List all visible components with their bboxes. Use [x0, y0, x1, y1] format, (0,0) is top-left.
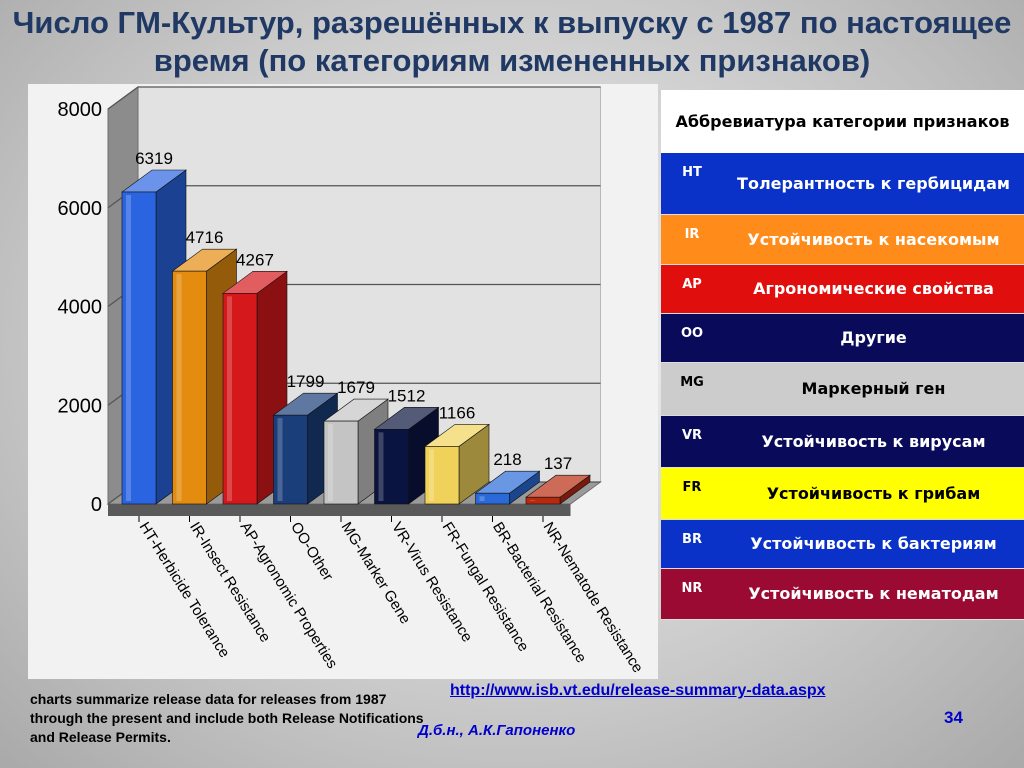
- legend-label: Толерантность к гербицидам: [723, 153, 1024, 215]
- page-number: 34: [944, 708, 963, 727]
- bar: [525, 474, 591, 505]
- legend-abbr: NR: [661, 568, 723, 620]
- legend-row-fr: FR Устойчивость к грибам: [661, 467, 1024, 520]
- bar-value-label: 1799: [287, 372, 325, 391]
- bar-value-label: 6319: [135, 149, 173, 168]
- y-tick-label: 4000: [58, 297, 103, 319]
- legend-row-nr: NR Устойчивость к нематодам: [661, 568, 1024, 620]
- legend-table: Аббревиатура категории признаков HT Толер…: [661, 90, 1024, 620]
- legend-row-oo: OO Другие: [661, 313, 1024, 363]
- legend-abbr: MG: [661, 362, 723, 416]
- legend-row-ht: HT Толерантность к гербицидам: [661, 153, 1024, 215]
- y-tick-label: 6000: [58, 198, 103, 220]
- footer-note: charts summarize release data for releas…: [30, 691, 424, 745]
- legend-abbr: FR: [661, 467, 723, 520]
- bar-highlight: [530, 500, 535, 501]
- source-link[interactable]: http://www.isb.vt.edu/release-summary-da…: [450, 682, 826, 699]
- bar-value-label: 137: [544, 454, 572, 473]
- legend-abbr: IR: [661, 214, 723, 265]
- bar-highlight: [378, 432, 384, 501]
- legend-label: Устойчивость к насекомым: [723, 214, 1024, 265]
- legend-abbr: OO: [661, 313, 723, 363]
- legend-header: Аббревиатура категории признаков: [661, 90, 1024, 153]
- x-tick-label: NR-Nematode Resistance: [540, 519, 647, 676]
- legend-abbr: HT: [661, 153, 723, 215]
- legend-label: Агрономические свойства: [723, 264, 1024, 314]
- bar-value-label: 1512: [388, 386, 426, 405]
- chart-floor-edge: [108, 504, 571, 516]
- x-tick-label: AP-Agronomic Properties: [237, 519, 341, 672]
- bar-highlight: [429, 449, 434, 501]
- legend-label: Другие: [723, 313, 1024, 363]
- chart-panel: 0 2000 4000 6000 8000 HT-Herbicide Tolerance I…: [28, 84, 658, 679]
- legend-row-mg: MG Маркерный ген: [661, 362, 1024, 416]
- bar: [424, 423, 490, 505]
- y-tick-label: 2000: [58, 395, 103, 417]
- bar-value-label: 4267: [236, 250, 274, 269]
- legend-abbr: BR: [661, 519, 723, 569]
- bar-front: [475, 492, 510, 505]
- author-credit: Д.б.н., А.К.Гапоненко: [418, 722, 576, 739]
- legend-row-ir: IR Устойчивость к насекомым: [661, 214, 1024, 265]
- legend-row-ap: AP Агрономические свойства: [661, 264, 1024, 314]
- legend-label: Маркерный ген: [723, 362, 1024, 416]
- legend-row-br: BR Устойчивость к бактериям: [661, 519, 1024, 569]
- x-tick-label: OO-Other: [287, 519, 336, 584]
- legend-abbr: VR: [661, 415, 723, 468]
- legend-label: Устойчивость к грибам: [723, 467, 1024, 520]
- legend-abbr: AP: [661, 264, 723, 314]
- legend-label: Устойчивость к бактериям: [723, 519, 1024, 569]
- slide-title: Число ГМ-Культур, разрешённых к выпуску …: [12, 5, 1012, 78]
- bar-value-label: 1679: [337, 378, 375, 397]
- bar-value-label: 1166: [439, 403, 476, 422]
- legend-label: Устойчивость к нематодам: [723, 568, 1024, 620]
- bar-value-label: 4716: [186, 228, 224, 247]
- x-tick-label: HT-Herbicide Tolerance: [136, 519, 233, 661]
- bar-highlight: [479, 496, 485, 501]
- y-tick-label: 8000: [58, 99, 103, 121]
- legend-label: Устойчивость к вирусам: [723, 415, 1024, 468]
- bar: [474, 470, 541, 505]
- bar-highlight: [227, 296, 232, 501]
- bar-highlight: [176, 274, 182, 501]
- bar-highlight: [277, 418, 283, 501]
- bar-highlight: [126, 194, 131, 501]
- y-tick-label: 0: [91, 494, 102, 516]
- gridline: [107, 86, 601, 110]
- bar-highlight: [328, 424, 333, 501]
- legend-row-vr: VR Устойчивость к вирусам: [661, 415, 1024, 468]
- x-tick-label: BR-Bacterial Resistance: [489, 519, 590, 666]
- bar-front: [525, 496, 561, 505]
- bar-value-label: 218: [493, 450, 521, 469]
- x-tick-label: FR-Fungal Resistance: [439, 519, 532, 655]
